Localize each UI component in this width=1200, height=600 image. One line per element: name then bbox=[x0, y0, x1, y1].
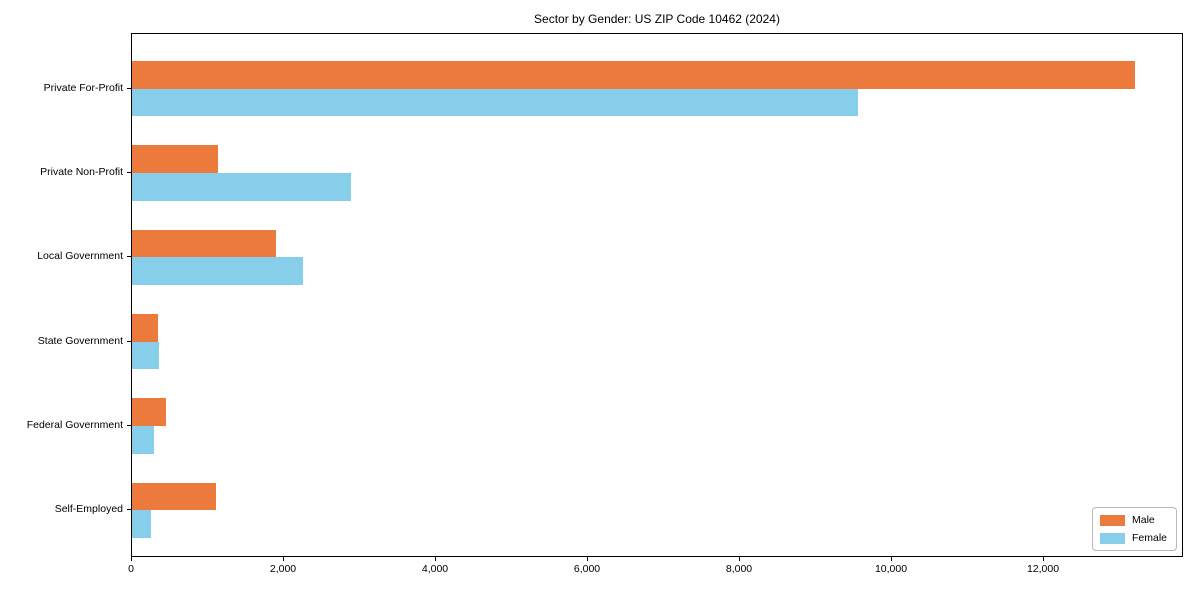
x-axis-tick-label: 12,000 bbox=[1026, 563, 1060, 575]
y-axis-label: Federal Government bbox=[26, 419, 123, 431]
x-axis-tick-label: 10,000 bbox=[874, 563, 908, 575]
y-tick-mark bbox=[127, 172, 131, 173]
bar-female-3 bbox=[132, 257, 303, 285]
bar-male-6 bbox=[132, 482, 216, 511]
x-tick-mark bbox=[739, 557, 740, 561]
y-tick-mark bbox=[127, 509, 131, 511]
x-tick-mark bbox=[131, 557, 132, 561]
x-axis-tick-label: 8,000 bbox=[725, 563, 753, 575]
y-axis-label: State Government bbox=[37, 334, 123, 347]
x-axis-tick-label: 2,000 bbox=[269, 563, 297, 575]
y-axis-label: Self-Employed bbox=[54, 503, 123, 516]
y-axis-label: Private For-Profit bbox=[43, 81, 123, 94]
bar-male-2 bbox=[132, 145, 218, 173]
legend-label: Female bbox=[1131, 532, 1167, 544]
bar-male-1 bbox=[132, 61, 1136, 89]
x-axis-tick-label: 0 bbox=[128, 563, 134, 575]
bar-female-5 bbox=[132, 426, 154, 454]
x-tick-mark bbox=[1043, 557, 1044, 561]
y-tick-mark bbox=[127, 256, 131, 258]
bar-male-5 bbox=[132, 398, 167, 426]
bar-female-2 bbox=[132, 173, 351, 201]
chart-title: Sector by Gender: US ZIP Code 10462 (202… bbox=[534, 12, 780, 26]
x-axis-tick-label: 6,000 bbox=[573, 563, 601, 575]
x-tick-mark bbox=[283, 557, 284, 561]
x-tick-mark bbox=[891, 557, 892, 561]
bar-male-4 bbox=[132, 314, 158, 342]
y-tick-mark bbox=[127, 340, 131, 342]
bar-female-6 bbox=[132, 510, 151, 538]
legend-item-female: Female bbox=[1099, 532, 1167, 544]
y-tick-mark bbox=[127, 87, 131, 89]
legend-swatch-female bbox=[1099, 532, 1125, 544]
legend-item-male: Male bbox=[1099, 514, 1167, 526]
y-axis-label: Private Non-Profit bbox=[40, 166, 123, 178]
bar-female-4 bbox=[132, 341, 160, 370]
legend: Male Female bbox=[1091, 507, 1177, 551]
x-tick-mark bbox=[435, 557, 436, 561]
plot-area bbox=[131, 33, 1183, 557]
bar-female-1 bbox=[132, 88, 858, 117]
x-axis-tick-label: 4,000 bbox=[421, 563, 449, 575]
bar-male-3 bbox=[132, 229, 277, 258]
y-tick-mark bbox=[127, 425, 131, 426]
legend-label: Male bbox=[1131, 514, 1155, 526]
legend-swatch-male bbox=[1099, 514, 1125, 526]
x-tick-mark bbox=[587, 557, 588, 561]
y-axis-label: Local Government bbox=[37, 250, 123, 263]
